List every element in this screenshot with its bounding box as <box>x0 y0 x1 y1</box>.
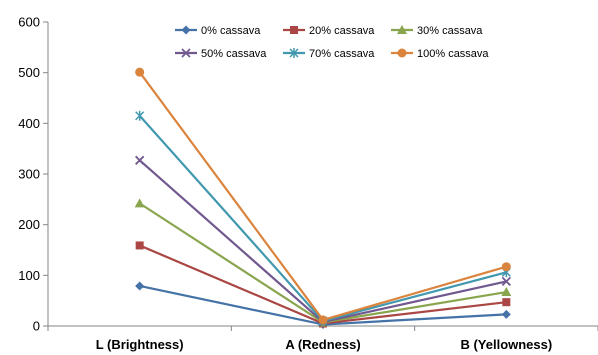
data-point <box>135 241 144 250</box>
legend-marker <box>290 26 298 34</box>
y-tick-label: 0 <box>33 319 40 334</box>
data-point <box>501 309 511 319</box>
data-point <box>501 262 511 272</box>
chart-legend: 0% cassava 20% cassava 30% cassava 50% cass… <box>175 25 489 60</box>
data-point <box>501 276 511 287</box>
x-tick-label: A (Redness) <box>285 337 360 352</box>
data-point <box>135 67 145 77</box>
y-tick-label: 200 <box>18 217 40 232</box>
data-point <box>501 287 512 297</box>
y-tick-label: 100 <box>18 268 40 283</box>
series-line <box>138 71 507 322</box>
legend-marker <box>397 25 407 34</box>
legend-label: 30% cassava <box>417 25 483 37</box>
legend-item: 30% cassava <box>391 25 483 37</box>
legend-label: 100% cassava <box>417 48 489 60</box>
y-tick-label: 600 <box>18 15 40 30</box>
data-point <box>502 298 511 307</box>
legend-item: 0% cassava <box>175 25 261 37</box>
legend-label: 20% cassava <box>309 25 375 37</box>
x-tick-label: L (Brightness) <box>96 337 184 352</box>
legend-item: 20% cassava <box>283 25 375 37</box>
legend-marker <box>289 48 299 58</box>
data-point <box>135 155 145 165</box>
legend-label: 50% cassava <box>201 48 267 60</box>
y-tick-label: 500 <box>18 65 40 80</box>
y-tick-label: 300 <box>18 167 40 182</box>
series-layer <box>134 67 512 329</box>
legend-label: 0% cassava <box>201 25 261 37</box>
legend-marker <box>181 48 191 58</box>
legend-marker <box>397 48 407 58</box>
legend-item: 50% cassava <box>175 48 267 60</box>
data-point <box>135 281 145 291</box>
legend-item: 70% cassava <box>283 48 375 60</box>
data-point <box>135 110 145 121</box>
legend-marker <box>181 25 191 35</box>
series-line <box>139 244 507 325</box>
legend-item: 100% cassava <box>391 48 489 60</box>
legend-label: 70% cassava <box>309 48 375 60</box>
series-line <box>139 202 507 324</box>
y-tick-label: 400 <box>18 116 40 131</box>
series-20-cassava <box>135 241 511 328</box>
chart-axes: 0 100 200 300 400 500 600 L (Brightness) A (Redn… <box>18 15 598 352</box>
x-tick-label: B (Yellowness) <box>460 337 552 352</box>
series-100-cassava <box>135 67 511 325</box>
data-point <box>134 198 145 208</box>
data-point <box>318 315 328 325</box>
